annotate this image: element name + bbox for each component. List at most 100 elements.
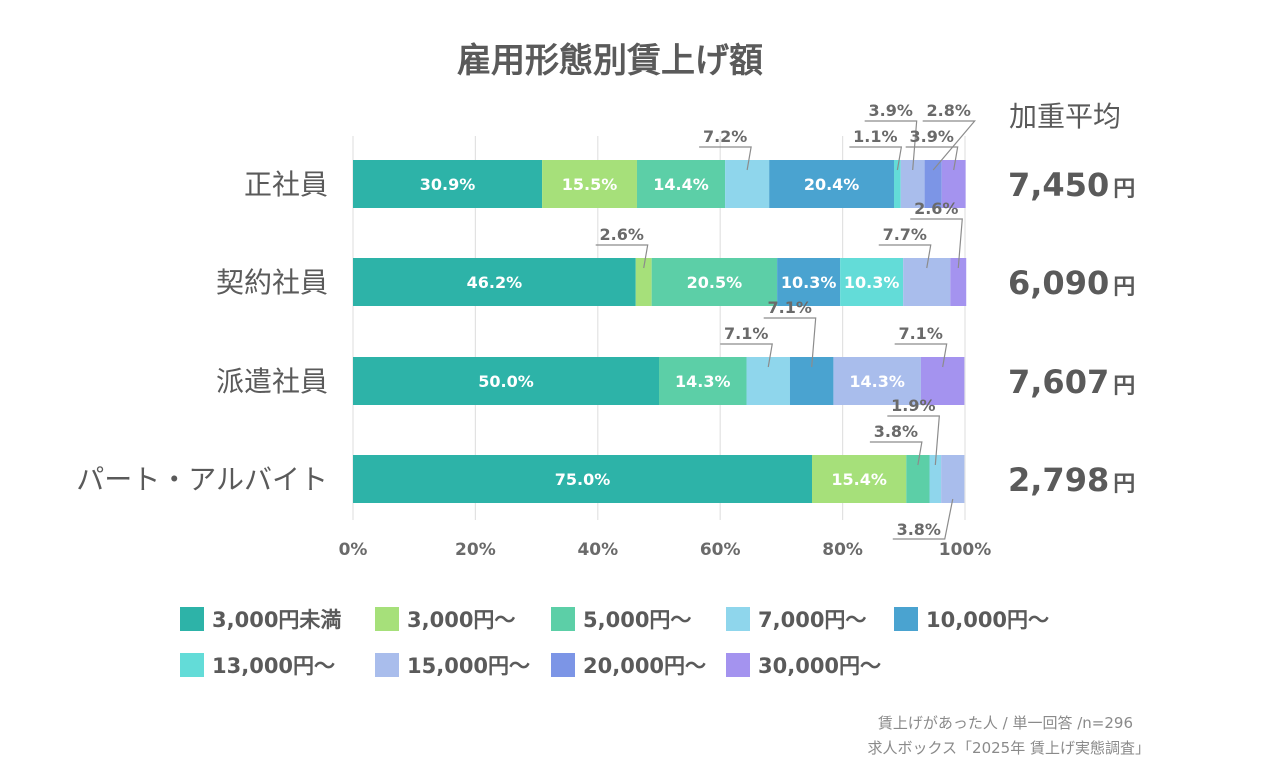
- callout-label: 2.6%: [600, 225, 644, 244]
- callout-label: 1.1%: [853, 127, 897, 146]
- bar-segment: [635, 258, 652, 306]
- legend-label: 5,000円〜: [583, 608, 691, 632]
- legend-swatch: [551, 653, 575, 677]
- weighted-average-value: 6,090 円: [1008, 264, 1135, 302]
- bar-segment: [353, 357, 659, 405]
- x-tick-label: 80%: [822, 540, 863, 560]
- legend-label: 13,000円〜: [212, 654, 335, 678]
- bar-segment: [924, 160, 942, 208]
- note-line-2: 求人ボックス「2025年 賃上げ実態調査」: [868, 739, 1151, 757]
- x-tick-label: 0%: [339, 540, 368, 560]
- weighted-average-unit: 円: [1113, 374, 1135, 399]
- data-label: 14.3%: [675, 372, 731, 391]
- bar-segment: [929, 455, 942, 503]
- callouts: 7.2% 1.1% 3.9% 2.8% 3.9% 2.6% 7.7% 2.6% 7.1% 7.1%…: [595, 101, 976, 540]
- weighted-average-header: 加重平均: [1009, 100, 1121, 133]
- callout-label: 3.8%: [897, 520, 941, 539]
- bar-segment: [812, 455, 907, 503]
- data-label: 15.5%: [562, 175, 618, 194]
- bar-segment: [353, 160, 543, 208]
- callout-label: 7.1%: [724, 324, 768, 343]
- data-label: 10.3%: [844, 273, 900, 292]
- callout-line: [922, 120, 976, 171]
- x-tick-label: 60%: [700, 540, 741, 560]
- bar-segment: [833, 357, 921, 405]
- legend-swatch: [551, 607, 575, 631]
- bar-segment: [769, 160, 895, 208]
- chart-title: 雇用形態別賃上げ額: [457, 41, 763, 81]
- legend-label: 3,000円未満: [212, 608, 341, 632]
- callout-line: [887, 415, 940, 466]
- legend-swatch: [180, 607, 204, 631]
- category-label: パート・アルバイト: [76, 463, 328, 496]
- data-label: 14.4%: [653, 175, 709, 194]
- callout-label: 2.6%: [914, 199, 958, 218]
- category-label: 契約社員: [216, 266, 328, 299]
- callout-label: 7.1%: [898, 324, 942, 343]
- legend-label: 10,000円〜: [926, 608, 1049, 632]
- callout-line: [864, 120, 918, 171]
- weighted-average-number: 7,450: [1008, 166, 1109, 204]
- bar-segment: [542, 160, 637, 208]
- bars: 30.9% 15.5% 14.4% 20.4% 46.2% 20.5% 10.3% 10.3%…: [353, 160, 967, 503]
- callout-line: [894, 343, 948, 368]
- callout-label: 3.8%: [874, 422, 918, 441]
- weighted-average-value: 2,798 円: [1008, 461, 1135, 499]
- legend-label: 15,000円〜: [407, 654, 530, 678]
- bar-segment: [950, 258, 967, 306]
- bar-segment: [840, 258, 904, 306]
- callout-line: [595, 244, 649, 269]
- legend-swatch: [375, 653, 399, 677]
- callout-line: [905, 146, 959, 171]
- bar-segment: [900, 160, 925, 208]
- callout-line: [849, 146, 903, 171]
- weighted-averages: 7,450 円6,090 円7,607 円2,798 円: [1008, 166, 1135, 499]
- x-tick-labels: 0% 20% 40% 60% 80% 100%: [339, 540, 992, 560]
- bar-segment: [659, 357, 747, 405]
- callout-line: [892, 498, 954, 540]
- bar-segment: [941, 455, 965, 503]
- note-line-1: 賃上げがあった人 / 単一回答 /n=296: [878, 714, 1133, 732]
- weighted-average-value: 7,450 円: [1008, 166, 1135, 204]
- bar-segment: [353, 258, 636, 306]
- bar-segment: [651, 258, 778, 306]
- data-label: 46.2%: [467, 273, 523, 292]
- callout-line: [878, 244, 932, 269]
- weighted-average-unit: 円: [1113, 275, 1135, 300]
- bar-segment: [894, 160, 901, 208]
- x-tick-label: 20%: [455, 540, 496, 560]
- data-label: 75.0%: [555, 470, 611, 489]
- weighted-average-unit: 円: [1113, 472, 1135, 497]
- data-label: 20.4%: [804, 175, 860, 194]
- weighted-average-number: 2,798: [1008, 461, 1109, 499]
- category-label: 正社員: [244, 168, 328, 201]
- legend-label: 3,000円〜: [407, 608, 515, 632]
- callout-line: [720, 343, 773, 368]
- legend-swatch: [375, 607, 399, 631]
- weighted-average-unit: 円: [1113, 177, 1135, 202]
- legend-label: 7,000円〜: [758, 608, 866, 632]
- callout-label: 3.9%: [868, 101, 912, 120]
- x-tick-label: 100%: [939, 540, 992, 560]
- bar-segment: [906, 455, 930, 503]
- bar-segment: [636, 160, 726, 208]
- data-label: 14.3%: [849, 372, 905, 391]
- callout-label: 7.7%: [883, 225, 927, 244]
- callout-label: 2.8%: [926, 101, 970, 120]
- weighted-average-number: 7,607: [1008, 363, 1109, 401]
- legend: 3,000円未満 3,000円〜 5,000円〜 7,000円〜 10,000円〜 13,…: [180, 607, 1049, 678]
- callout-line: [869, 441, 923, 466]
- data-label: 50.0%: [478, 372, 534, 391]
- callout-label: 3.9%: [909, 127, 953, 146]
- legend-swatch: [180, 653, 204, 677]
- weighted-average-number: 6,090: [1008, 264, 1109, 302]
- x-tick-label: 40%: [577, 540, 618, 560]
- callout-label: 7.2%: [703, 127, 747, 146]
- category-label: 派遣社員: [216, 365, 328, 398]
- legend-label: 20,000円〜: [583, 654, 706, 678]
- legend-label: 30,000円〜: [758, 654, 881, 678]
- data-label: 30.9%: [420, 175, 476, 194]
- weighted-average-value: 7,607 円: [1008, 363, 1135, 401]
